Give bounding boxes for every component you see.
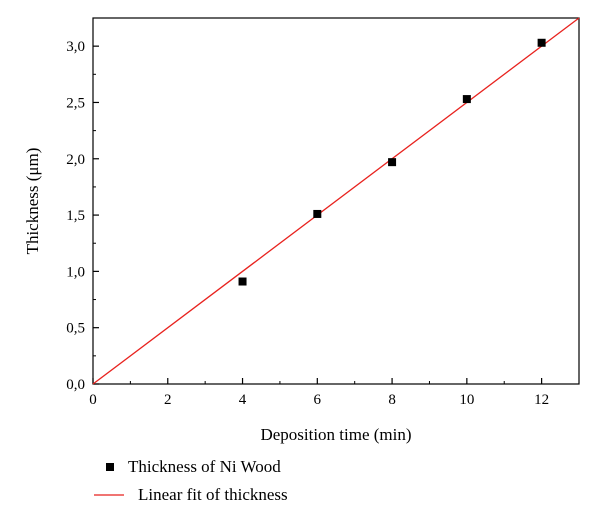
linear-fit-line bbox=[92, 17, 580, 385]
plot-frame bbox=[92, 17, 580, 385]
y-tick-label: 0,5 bbox=[66, 321, 85, 337]
data-points-layer bbox=[238, 38, 546, 286]
y-tick-label: 3,0 bbox=[66, 39, 85, 55]
data-point bbox=[462, 95, 471, 104]
legend-label-line: Linear fit of thickness bbox=[138, 485, 288, 504]
x-tick-label: 12 bbox=[534, 392, 549, 408]
legend-label-scatter: Thickness of Ni Wood bbox=[128, 457, 281, 476]
y-tick-label: 0,0 bbox=[66, 377, 85, 393]
y-tick-label: 2,0 bbox=[66, 152, 85, 168]
y-tick-label: 1,5 bbox=[66, 208, 85, 224]
fit-line-layer bbox=[92, 17, 580, 385]
x-tick-label: 8 bbox=[388, 392, 396, 408]
x-axis-ticks: 0 2 4 6 8 10 12 bbox=[89, 378, 549, 408]
legend-marker-scatter bbox=[106, 463, 114, 471]
x-tick-label: 2 bbox=[164, 392, 172, 408]
data-point bbox=[388, 158, 397, 167]
data-point bbox=[238, 277, 247, 286]
y-tick-label: 1,0 bbox=[66, 264, 85, 280]
y-tick-label: 2,5 bbox=[66, 95, 85, 111]
data-point bbox=[537, 38, 546, 47]
x-tick-label: 4 bbox=[239, 392, 247, 408]
x-tick-label: 6 bbox=[314, 392, 322, 408]
legend: Thickness of Ni Wood Linear fit of thick… bbox=[94, 457, 288, 504]
y-axis-title: Thickness (μm) bbox=[23, 148, 42, 255]
x-axis-title: Deposition time (min) bbox=[260, 425, 411, 444]
x-tick-label: 0 bbox=[89, 392, 97, 408]
y-axis-ticks: 0,0 0,5 1,0 1,5 2,0 2,5 3,0 bbox=[66, 39, 99, 393]
x-tick-label: 10 bbox=[459, 392, 474, 408]
data-point bbox=[313, 209, 322, 218]
